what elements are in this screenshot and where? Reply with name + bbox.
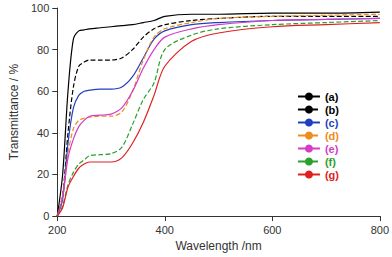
svg-text:800: 800 — [371, 224, 389, 236]
svg-text:(e): (e) — [325, 143, 339, 155]
svg-text:(g): (g) — [325, 169, 339, 181]
svg-text:600: 600 — [263, 224, 281, 236]
svg-text:(a): (a) — [325, 91, 339, 103]
svg-text:80: 80 — [37, 44, 49, 56]
svg-text:60: 60 — [37, 85, 49, 97]
svg-text:(c): (c) — [325, 117, 339, 129]
svg-text:0: 0 — [43, 210, 49, 222]
svg-text:400: 400 — [156, 224, 174, 236]
svg-text:40: 40 — [37, 127, 49, 139]
svg-text:Transmittance / %: Transmittance / % — [7, 64, 21, 161]
svg-text:200: 200 — [48, 224, 66, 236]
svg-text:(b): (b) — [325, 104, 339, 116]
svg-text:(d): (d) — [325, 130, 339, 142]
svg-text:(f): (f) — [325, 156, 336, 168]
svg-text:100: 100 — [31, 2, 49, 14]
svg-text:Wavelength /nm: Wavelength /nm — [175, 239, 261, 253]
svg-text:20: 20 — [37, 168, 49, 180]
